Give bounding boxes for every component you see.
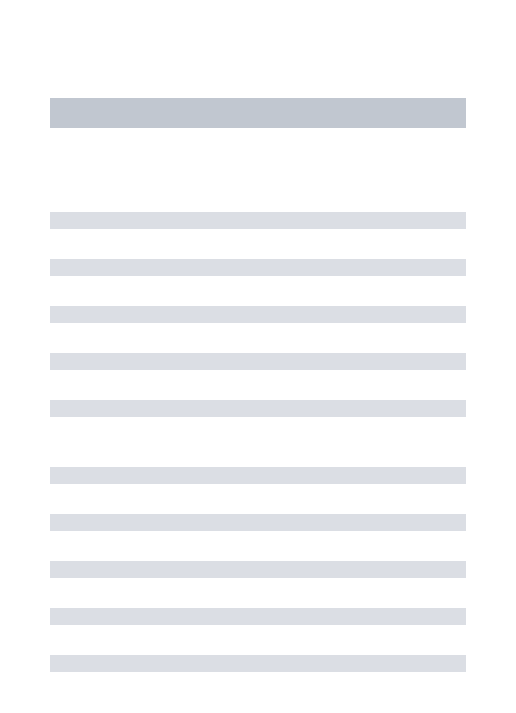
skeleton-paragraph-1 <box>50 212 466 417</box>
skeleton-header <box>50 98 466 128</box>
skeleton-line <box>50 467 466 484</box>
skeleton-line <box>50 655 466 672</box>
skeleton-line <box>50 353 466 370</box>
skeleton-line <box>50 259 466 276</box>
skeleton-line <box>50 561 466 578</box>
skeleton-line <box>50 400 466 417</box>
skeleton-line <box>50 514 466 531</box>
skeleton-container <box>0 0 516 672</box>
skeleton-line <box>50 212 466 229</box>
skeleton-paragraph-2 <box>50 467 466 672</box>
skeleton-line <box>50 608 466 625</box>
skeleton-line <box>50 306 466 323</box>
